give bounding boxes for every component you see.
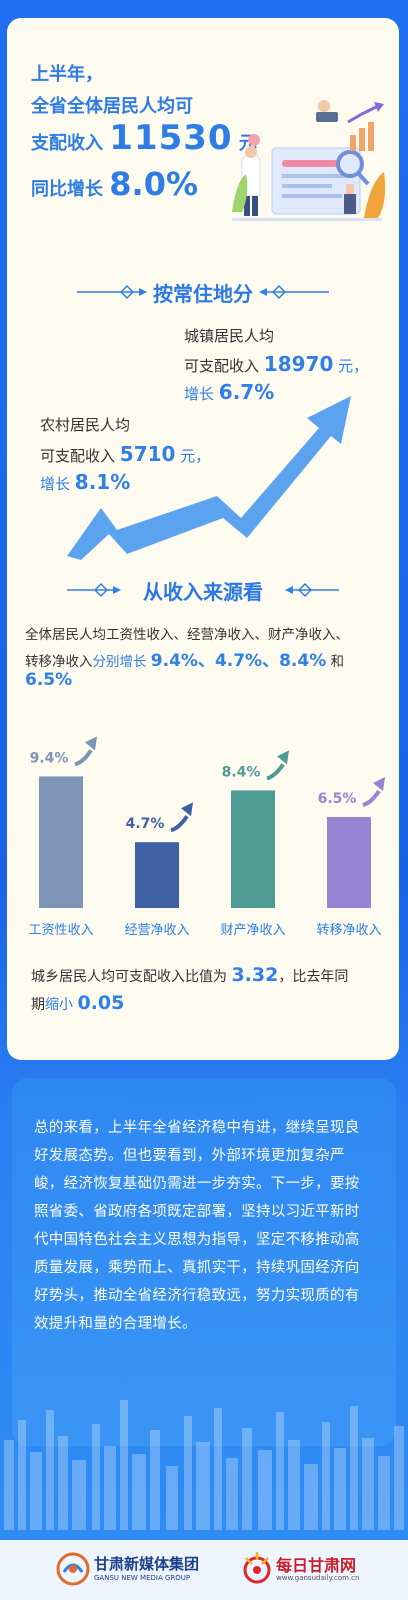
bar-up-arrow-3 [266, 763, 285, 781]
bar-up-arrow-2 [170, 815, 189, 833]
section2-divider [67, 582, 339, 598]
footer-logo1-cn: 甘肃新媒体集团 [94, 1555, 200, 1573]
rural-line1: 农村居民人均 [40, 416, 131, 434]
section2-desc-line3: 6.5% [25, 670, 73, 690]
bar-2 [135, 842, 179, 908]
urban-income-label: 可支配收入 [184, 357, 260, 375]
ratio-line1: 城乡居民人均可支配收入比值为 3.32，比去年同 [31, 964, 348, 986]
rural-growth-value: 8.1% [74, 470, 131, 494]
section2-desc-line2: 转移净收入分别增长 9.4%、4.7%、8.4% 和 [25, 646, 344, 671]
summary-box: 总的来看，上半年全省经济稳中有进，继续呈现良好发展态势。但也要看到，外部环境更加… [12, 1078, 396, 1446]
rural-line3: 增长 8.1% [40, 470, 130, 494]
bar-category-label-2: 经营净收入 [124, 923, 189, 938]
hero-growth-value: 8.0% [109, 165, 199, 203]
ratio-shrink-value: 0.05 [77, 992, 125, 1014]
bar-4 [327, 817, 371, 908]
main-card: 上半年， 全省全体居民人均可 支配收入 11530 元 同比增长 8.0% [7, 18, 399, 1060]
hero-growth-label: 同比增长 [31, 179, 103, 200]
section1-title: 按常住地分 [153, 282, 253, 306]
urban-growth-label: 增长 [184, 385, 215, 403]
hero-line2: 全省全体居民人均可 [31, 96, 193, 117]
hero-line3: 支配收入 11530 元 [31, 118, 257, 158]
hero-income-label: 支配收入 [31, 133, 103, 154]
desc-and: 和 [330, 654, 345, 670]
growth-arrow [67, 396, 351, 560]
footer-logo2-en: www.gansudaily.com.cn [276, 1574, 360, 1582]
bar-up-arrowhead-1 [85, 736, 97, 751]
urban-income-value: 18970 [263, 352, 334, 376]
bar-category-label-4: 转移净收入 [316, 923, 381, 938]
bar-category-label-3: 财产净收入 [220, 923, 285, 938]
city-skyline [4, 1400, 404, 1530]
hero-illustration [232, 100, 386, 221]
ratio-line2: 期缩小 0.05 [31, 992, 124, 1014]
bar-up-arrowhead-2 [181, 802, 193, 817]
rural-income-value: 5710 [119, 442, 176, 466]
ratio-label: 城乡居民人均可支配收入比值为 [31, 969, 227, 985]
urban-income-unit: 元， [338, 357, 369, 375]
bar-up-arrow-1 [74, 749, 93, 767]
ratio-shrink-label: 缩小 [45, 997, 73, 1013]
bar-value-label-4: 6.5% [318, 791, 357, 807]
bar-1 [39, 776, 83, 908]
urban-line1: 城镇居民人均 [184, 327, 275, 345]
income-source-bar-chart: 9.4% 工资性收入 4.7% 经营净收入 8.4% 财产净收入 6.5% 转移净收入 [28, 736, 385, 938]
hero-line4: 同比增长 8.0% [31, 165, 198, 203]
bar-value-label-1: 9.4% [30, 750, 69, 766]
bar-value-label-3: 8.4% [222, 764, 261, 780]
section1-divider [77, 284, 329, 300]
ratio-period: 期 [31, 997, 45, 1013]
summary-text: 总的来看，上半年全省经济稳中有进，继续呈现良好发展态势。但也要看到，外部环境更加… [34, 1120, 360, 1332]
footer-logo2-cn: 每日甘肃网 [276, 1556, 357, 1575]
bar-up-arrow-4 [362, 789, 381, 807]
rural-line2: 可支配收入 5710 元， [40, 442, 210, 466]
hero-income-value: 11530 [109, 118, 233, 158]
bar-up-arrowhead-4 [373, 777, 385, 791]
bar-up-arrowhead-3 [277, 750, 289, 765]
rural-growth-label: 增长 [40, 475, 71, 493]
bar-3 [231, 790, 275, 908]
ratio-suffix: ，比去年同 [278, 969, 349, 985]
rural-income-unit: 元， [180, 447, 211, 465]
urban-line2: 可支配收入 18970 元， [184, 352, 368, 376]
section2-title: 从收入来源看 [143, 580, 263, 604]
gansu-media-logo-icon [56, 1552, 90, 1586]
desc-growth-label: 分别增长 [92, 654, 147, 670]
gansu-daily-logo-icon [243, 1552, 271, 1584]
desc-growth-values: 9.4%、4.7%、8.4% [150, 651, 327, 671]
urban-line3: 增长 6.7% [184, 380, 274, 404]
desc-transfer-label: 转移净收入 [25, 654, 93, 670]
section2-desc-line1: 全体居民人均工资性收入、经营净收入、财产净收入、 [25, 627, 349, 643]
footer-bar [0, 1540, 408, 1600]
rural-income-label: 可支配收入 [40, 447, 116, 465]
bar-category-label-1: 工资性收入 [28, 923, 93, 938]
footer-logo1-en: GANSU NEW MEDIA GROUP [94, 1574, 191, 1582]
urban-growth-value: 6.7% [218, 380, 275, 404]
bar-value-label-2: 4.7% [126, 816, 165, 832]
ratio-value: 3.32 [231, 964, 279, 986]
hero-line1: 上半年， [31, 64, 103, 85]
